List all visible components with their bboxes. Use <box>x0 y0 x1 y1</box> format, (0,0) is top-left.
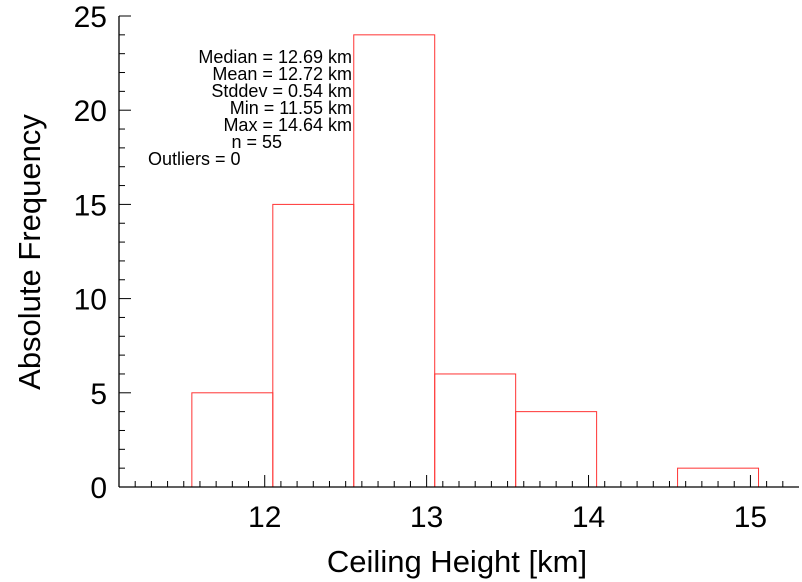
x-tick-label: 15 <box>734 501 767 534</box>
x-tick-label: 14 <box>572 501 605 534</box>
x-tick-label: 12 <box>248 501 281 534</box>
histogram-bar <box>272 203 355 488</box>
stats-line: Mean = 12.72 km <box>212 64 352 84</box>
tick-labels: 0 5 10 15 20 25 12 13 14 15 <box>74 1 767 534</box>
y-tick-label: 15 <box>74 189 107 222</box>
stats-line: n = 55 <box>231 132 282 152</box>
stats-line: Outliers = 0 <box>148 149 241 169</box>
histogram-bar <box>434 373 517 488</box>
y-tick-label: 20 <box>74 95 107 128</box>
histogram-bar <box>515 411 598 488</box>
histogram-bar <box>353 34 436 488</box>
axes <box>118 15 799 488</box>
y-tick-label: 5 <box>90 378 107 411</box>
y-axis-label: Absolute Frequency <box>12 114 47 390</box>
y-tick-label: 0 <box>90 472 107 505</box>
histogram-bar <box>191 392 274 488</box>
x-tick-label: 13 <box>410 501 443 534</box>
stats-line: Median = 12.69 km <box>198 47 352 67</box>
y-tick-label: 25 <box>74 1 107 34</box>
stats-line: Max = 14.64 km <box>223 115 352 135</box>
stats-line: Stddev = 0.54 km <box>211 81 352 101</box>
x-axis-label: Ceiling Height [km] <box>327 544 587 579</box>
stats-line: Min = 11.55 km <box>230 98 352 118</box>
y-tick-label: 10 <box>74 284 107 317</box>
